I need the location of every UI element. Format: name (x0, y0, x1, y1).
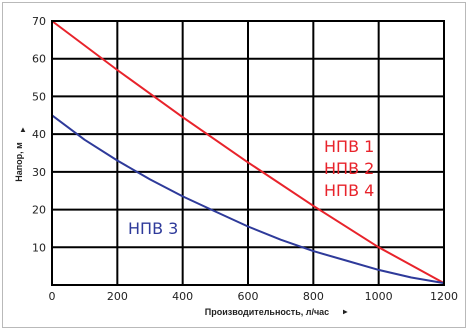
y-tick-label: 50 (32, 90, 46, 103)
y-tick-labels: 10 20 30 40 50 60 70 (32, 15, 46, 254)
x-tick-label: 200 (107, 290, 128, 303)
y-axis-arrow-icon: ▲ (19, 125, 27, 134)
plot-border (51, 20, 445, 286)
x-axis-arrow-icon: ▲ (341, 308, 350, 316)
y-tick-label: 70 (32, 15, 46, 28)
series-label-npv-4: НПВ 4 (324, 181, 374, 200)
x-tick-label: 800 (303, 290, 324, 303)
y-tick-label: 40 (32, 128, 46, 141)
y-tick-label: 20 (32, 204, 46, 217)
series-lines (51, 20, 445, 285)
x-tick-label: 0 (49, 290, 56, 303)
series-label-npv-1: НПВ 1 (324, 137, 374, 156)
y-tick-label: 10 (32, 241, 46, 254)
x-tick-label: 1200 (430, 290, 458, 303)
x-axis-label: Производительность, л/час (205, 307, 329, 317)
y-tick-label: 30 (32, 166, 46, 179)
y-tick-label: 60 (32, 53, 46, 66)
x-tick-label: 600 (238, 290, 259, 303)
y-axis-label: Напор, м (14, 142, 24, 182)
series-line-1 (51, 114, 445, 285)
x-tick-label: 400 (172, 290, 193, 303)
series-label-npv-2: НПВ 2 (324, 159, 374, 178)
x-tick-label: 1000 (365, 290, 393, 303)
series-label-npv-3: НПВ 3 (128, 219, 178, 238)
series-line-0 (51, 20, 445, 285)
x-tick-labels: 0 200 400 600 800 1000 1200 (49, 290, 459, 303)
